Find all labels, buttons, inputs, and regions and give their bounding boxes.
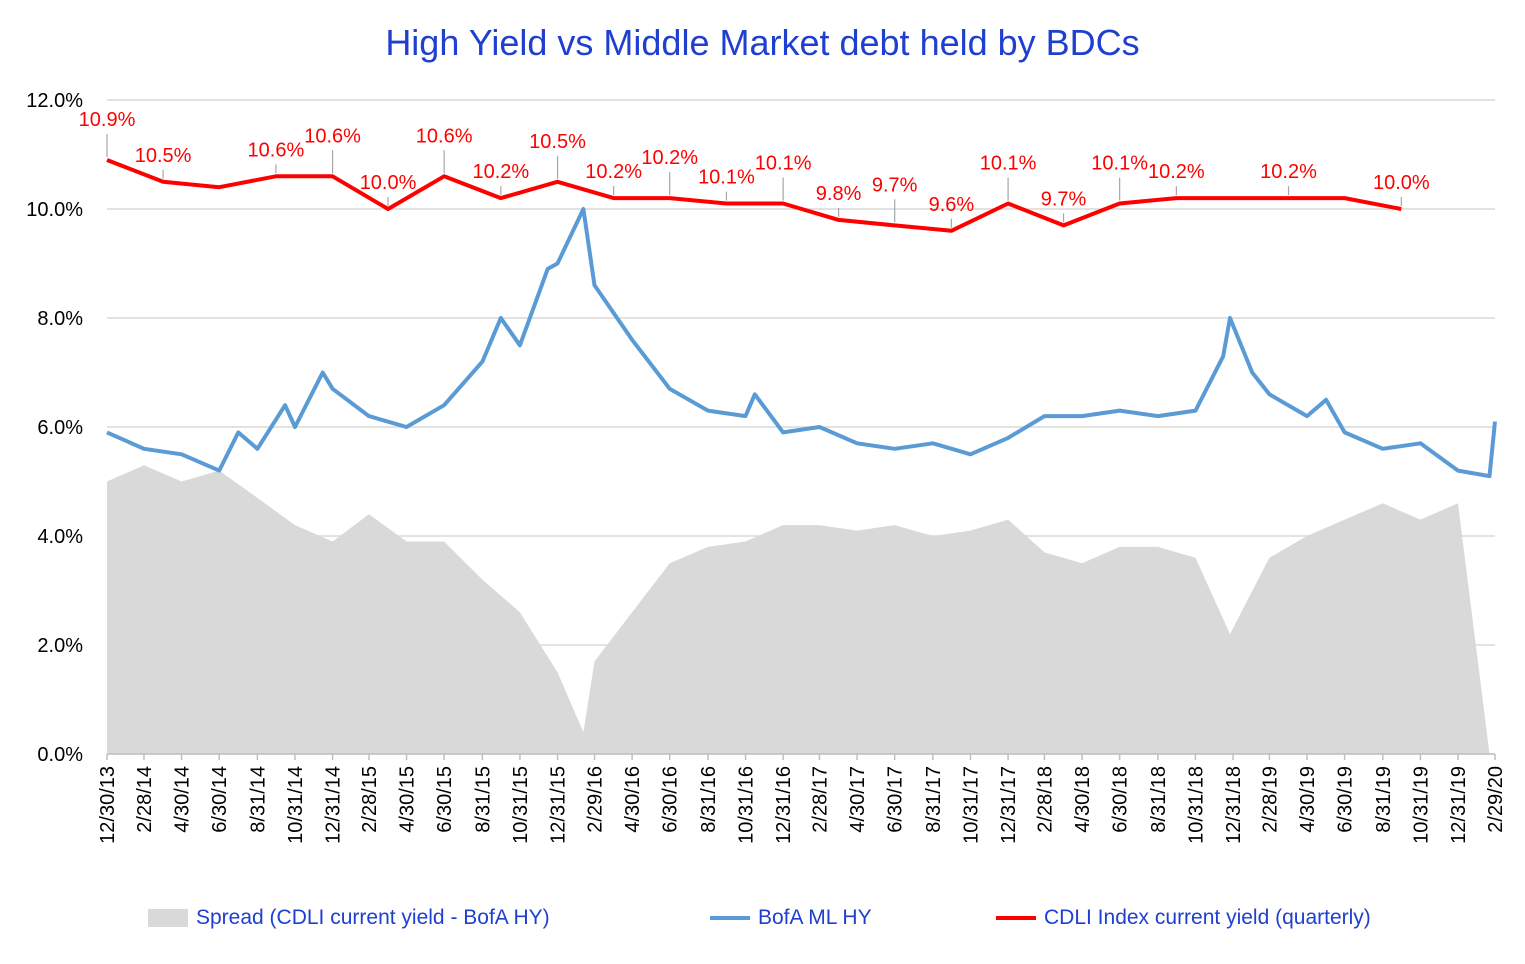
x-tick-label: 8/31/16 [698,766,720,833]
x-tick-label: 12/31/19 [1448,766,1470,844]
x-tick-label: 2/28/17 [809,766,831,833]
data-label: 9.6% [929,194,975,216]
data-label: 10.5% [529,131,586,153]
cdli-line-layer [106,158,1402,233]
x-tick-label: 6/30/14 [209,766,231,833]
x-tick-label: 6/30/16 [660,766,682,833]
data-label: 10.0% [360,172,417,194]
x-tick-label: 12/30/13 [97,766,119,844]
x-tick-label: 8/31/18 [1148,766,1170,833]
data-label: 10.2% [1148,161,1205,183]
x-tick-label: 2/29/16 [585,766,607,833]
x-tick-label: 6/30/18 [1110,766,1132,833]
x-tick-label: 10/31/18 [1185,766,1207,844]
x-tick-label: 2/29/20 [1485,766,1507,833]
legend-label-bofa-hy: BofA ML HY [758,906,872,929]
data-label: 10.6% [248,139,305,161]
data-label: 10.1% [698,167,755,189]
legend-item-spread[interactable]: Spread (CDLI current yield - BofA HY) [148,906,550,930]
data-label: 10.6% [304,125,361,147]
x-tick-label: 6/30/17 [885,766,907,833]
x-tick-label: 8/31/17 [923,766,945,833]
data-label: 10.1% [980,153,1037,175]
y-tick-label: 2.0% [37,635,83,657]
legend-item-bofa-hy[interactable]: BofA ML HY [710,906,872,930]
x-tick-label: 12/31/16 [773,766,795,844]
x-tick-label: 8/31/14 [247,766,269,833]
data-label: 10.0% [1373,172,1430,194]
legend-item-cdli[interactable]: CDLI Index current yield (quarterly) [996,906,1371,930]
x-tick-label: 10/31/17 [960,766,982,844]
y-tick-label: 0.0% [37,744,83,766]
spread-area-layer [107,465,1490,754]
y-tick-label: 6.0% [37,417,83,439]
data-label: 9.7% [872,174,918,196]
spread-area [107,465,1490,754]
y-tick-label: 4.0% [37,526,83,548]
legend-label-cdli: CDLI Index current yield (quarterly) [1044,906,1371,929]
x-tick-label: 2/28/14 [134,766,156,833]
y-tick-label: 10.0% [26,199,83,221]
data-label: 10.1% [755,153,812,175]
data-label: 10.2% [585,161,642,183]
x-tick-label: 8/31/19 [1373,766,1395,833]
cdli-line [106,158,1402,233]
data-label: 9.8% [816,183,862,205]
bofa-hy-line [106,207,1497,479]
data-label: 10.6% [416,125,473,147]
x-tick-label: 2/28/19 [1259,766,1281,833]
bofa-hy-line-layer [106,207,1497,479]
chart-title: High Yield vs Middle Market debt held by… [385,22,1140,63]
x-tick-label: 4/30/17 [847,766,869,833]
x-tick-label: 10/31/19 [1410,766,1432,844]
y-tick-label: 8.0% [37,308,83,330]
data-labels: 10.9%10.5% 10.6%10.6%10.0%10.6%10.2%10.5%… [79,109,1430,228]
x-tick-label: 4/30/18 [1072,766,1094,833]
data-label: 10.9% [79,109,136,131]
x-tick-label: 4/30/19 [1297,766,1319,833]
x-tick-label: 10/31/15 [510,766,532,844]
x-tick-label: 2/28/15 [359,766,381,833]
data-label: 10.1% [1091,153,1148,175]
y-tick-label: 12.0% [26,90,83,112]
x-tick-label: 6/30/19 [1335,766,1357,833]
x-tick-label: 12/31/14 [323,766,345,844]
x-tick-label: 2/28/18 [1034,766,1056,833]
x-tick-label: 12/31/17 [998,766,1020,844]
x-tick-label: 4/30/14 [172,766,194,833]
x-tick-label: 4/30/15 [397,766,419,833]
x-tick-label: 10/31/14 [285,766,307,844]
legend: Spread (CDLI current yield - BofA HY) Bo… [0,906,1525,942]
x-axis-ticks: 12/30/13 2/28/14 4/30/14 6/30/14 8/31/14 10/3… [97,753,1507,844]
legend-swatch-cdli [996,916,1036,920]
x-tick-label: 4/30/16 [622,766,644,833]
x-tick-label: 12/31/15 [548,766,570,844]
data-label: 10.2% [472,161,529,183]
chart-canvas: 10.9%10.5% 10.6%10.6%10.0%10.6%10.2%10.5%… [26,90,1507,844]
x-tick-label: 10/31/16 [736,766,758,844]
x-tick-label: 8/31/15 [472,766,494,833]
x-tick-label: 6/30/15 [434,766,456,833]
legend-swatch-spread [148,909,188,927]
data-label: 10.2% [1260,161,1317,183]
y-axis-ticks: 0.0% 2.0% 4.0% 6.0% 8.0% 10.0% 12.0% [26,90,83,766]
legend-swatch-bofa-hy [710,916,750,920]
x-tick-label: 12/31/18 [1223,766,1245,844]
data-label: 10.5% [135,145,192,167]
legend-label-spread: Spread (CDLI current yield - BofA HY) [196,906,550,929]
data-label: 10.2% [641,147,698,169]
data-label: 9.7% [1041,188,1087,210]
